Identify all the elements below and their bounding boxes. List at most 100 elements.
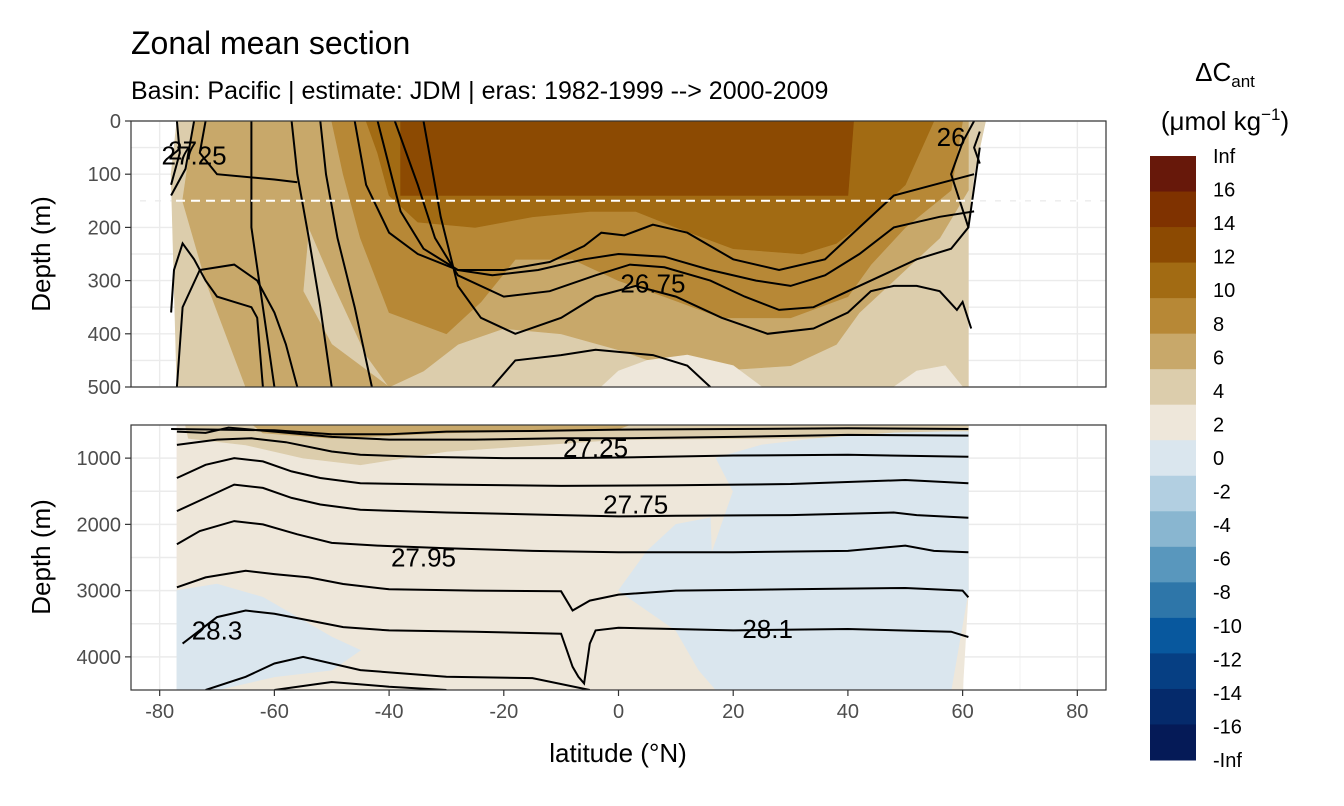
contour-label: 26	[937, 122, 966, 152]
isopycnal-contour	[205, 655, 591, 690]
legend-swatch	[1150, 617, 1196, 654]
x-tick-label: 40	[837, 701, 859, 723]
legend-label: 8	[1213, 314, 1224, 336]
x-tick-label: 20	[722, 701, 744, 723]
legend-label: -16	[1213, 716, 1242, 738]
legend-swatch	[1150, 582, 1196, 619]
x-tick-label: 0	[613, 701, 624, 723]
legend-swatch	[1150, 653, 1196, 690]
legend-swatch	[1150, 156, 1196, 193]
isopycnal-contour	[376, 121, 975, 287]
y-tick-label: 400	[88, 324, 121, 346]
legend-labels: Inf 16 14 12 10 8 6 4 2 0 -2 -4 -6 -8 -10 -12 -14 -16 -Inf	[1213, 146, 1242, 772]
isopycnal-contour	[198, 121, 298, 184]
contour-label: 28.3	[192, 615, 243, 645]
isopycnal-contour	[393, 121, 981, 311]
isopycnal-contour	[170, 121, 196, 196]
legend-label: 2	[1213, 414, 1224, 436]
isopycnal-contour	[274, 680, 447, 690]
lower-panel-y-ticks: 1000 2000 3000 4000	[77, 448, 131, 669]
legend-swatch	[1150, 546, 1196, 583]
upper-panel-contours	[170, 121, 981, 387]
legend-swatch	[1150, 688, 1196, 725]
legend-swatch	[1150, 333, 1196, 370]
legend-label: -4	[1213, 515, 1231, 537]
isopycnal-contour	[175, 263, 299, 387]
isopycnal-contour	[176, 483, 969, 519]
isopycnal-contour	[973, 131, 981, 164]
legend-label: 0	[1213, 448, 1224, 470]
isopycnal-contour	[290, 121, 333, 387]
x-axis-ticks: -80 -60 -40 -20 0 20 40 60 80	[145, 690, 1088, 723]
contour-label: 28.1	[742, 614, 793, 644]
legend-swatch	[1150, 440, 1196, 477]
isopycnal-contour	[181, 609, 969, 686]
x-tick-label: 80	[1066, 701, 1088, 723]
contour-label: 27.95	[391, 543, 456, 573]
section-fill-region	[600, 354, 763, 387]
section-fill-region	[893, 365, 963, 387]
y-tick-label: 200	[88, 217, 121, 239]
chart-title: Zonal mean section	[131, 25, 410, 61]
y-axis-title-upper: Depth (m)	[26, 196, 56, 312]
contour-label: 26.75	[620, 268, 685, 298]
upper-panel-border	[130, 120, 1107, 388]
legend-title: ΔCant	[1195, 57, 1255, 91]
section-fill-region	[176, 583, 362, 690]
legend-title-main: ΔC	[1195, 57, 1231, 87]
y-tick-label: 3000	[77, 581, 122, 603]
y-tick-label: 2000	[77, 514, 122, 536]
isopycnal-contour	[176, 457, 969, 487]
upper-panel: 0 100 200 300 400 500	[88, 111, 1107, 399]
legend-swatch	[1150, 369, 1196, 406]
legend-swatches	[1150, 156, 1196, 761]
contour-label: 27.75	[603, 490, 668, 520]
isopycnal-contour	[176, 426, 969, 441]
legend-label: -8	[1213, 582, 1231, 604]
legend: ΔCant (μmol kg−1) Inf 16 14 12 10 8 6 4 2 0 -2 -4 -6…	[1150, 57, 1289, 772]
legend-swatch	[1150, 298, 1196, 335]
legend-swatch	[1150, 511, 1196, 548]
y-tick-label: 0	[110, 111, 121, 133]
x-tick-label: -60	[260, 701, 289, 723]
x-axis-title: latitude (°N)	[549, 738, 687, 768]
lower-panel: 1000 2000 3000 4000 -80 -60 -40 -20 0 20 40 60 80	[77, 424, 1107, 723]
section-fill-region	[618, 517, 717, 690]
legend-label: -Inf	[1213, 750, 1242, 772]
y-tick-label: 500	[88, 377, 121, 399]
isopycnal-contour	[250, 121, 276, 387]
upper-panel-y-ticks: 0 100 200 300 400 500	[88, 111, 131, 399]
isopycnal-contour	[176, 520, 969, 554]
y-tick-label: 4000	[77, 647, 122, 669]
isopycnal-contour	[422, 121, 973, 335]
legend-swatch	[1150, 475, 1196, 512]
contour-label: 27.25	[162, 141, 227, 171]
y-tick-label: 300	[88, 271, 121, 293]
legend-label: 14	[1213, 213, 1235, 235]
section-fill-region	[698, 431, 969, 690]
chart-subtitle: Basin: Pacific | estimate: JDM | eras: 1…	[131, 77, 828, 105]
legend-swatch	[1150, 262, 1196, 299]
isopycnal-contour	[170, 121, 181, 186]
x-tick-label: -40	[375, 701, 404, 723]
x-tick-label: 60	[951, 701, 973, 723]
upper-panel-fill	[170, 121, 986, 387]
legend-swatch	[1150, 191, 1196, 228]
legend-label: 16	[1213, 180, 1235, 202]
isopycnal-contour	[176, 437, 969, 460]
legend-title-subscript: ant	[1231, 72, 1255, 91]
legend-label: Inf	[1213, 146, 1236, 168]
legend-label: -2	[1213, 482, 1231, 504]
x-tick-label: -20	[489, 701, 518, 723]
legend-unit-superscript: −1	[1261, 105, 1280, 124]
legend-label: -12	[1213, 649, 1242, 671]
legend-unit: (μmol kg−1)	[1161, 105, 1289, 136]
legend-label: -10	[1213, 616, 1242, 638]
legend-label: 12	[1213, 247, 1235, 269]
legend-swatch	[1150, 724, 1196, 761]
legend-label: -6	[1213, 549, 1231, 571]
legend-label: 6	[1213, 347, 1224, 369]
isopycnal-contour	[170, 241, 264, 387]
lower-panel-contours	[171, 426, 970, 690]
